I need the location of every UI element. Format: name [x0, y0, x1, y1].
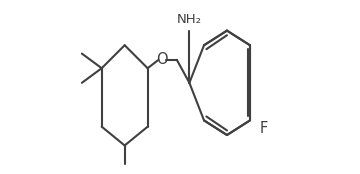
Text: NH₂: NH₂: [177, 13, 202, 26]
Text: O: O: [157, 52, 168, 67]
Text: F: F: [259, 121, 267, 136]
